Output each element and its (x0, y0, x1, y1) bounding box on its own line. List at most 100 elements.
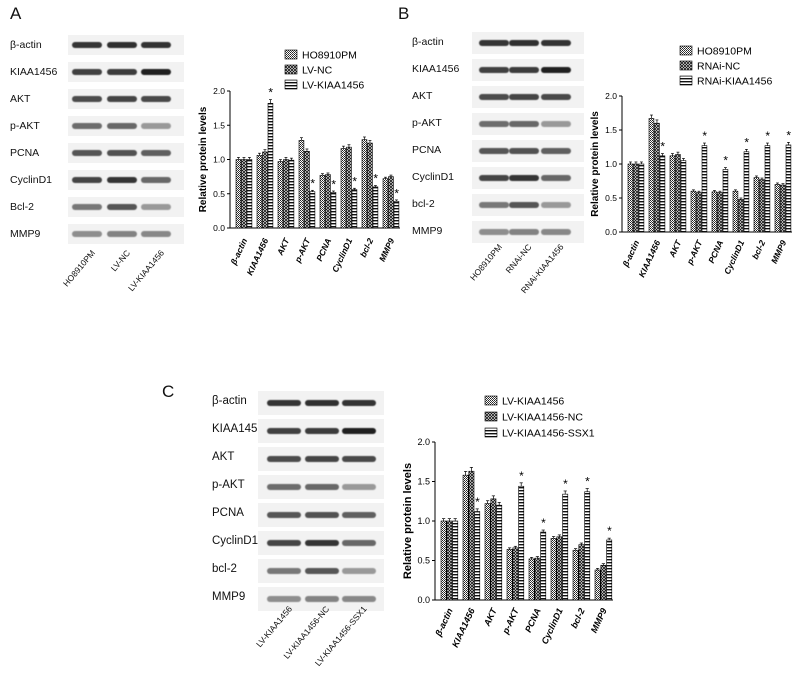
blot-band (305, 596, 339, 602)
blot-band (342, 456, 376, 462)
blot-band (305, 456, 339, 462)
legend-swatch (284, 79, 298, 90)
blot-band (107, 150, 137, 156)
bar (711, 191, 718, 233)
blot-row-label: MMP9 (412, 225, 443, 237)
bar-chart-a: 0.0 0.5 1.0 1.5 2.0 Relative protein levels β-… (198, 49, 400, 277)
blot-band (267, 456, 301, 462)
legend-swatch (284, 49, 298, 60)
blot-row-label: β-actin (10, 39, 42, 51)
blot-row-label: AKT (212, 451, 235, 463)
x-tick-label: bcl-2 (750, 238, 768, 260)
y-tick-label: 1.0 (605, 159, 617, 169)
blot-band (141, 42, 171, 48)
bar (330, 192, 337, 229)
blot-band (72, 42, 102, 48)
bar (606, 539, 613, 601)
blot-band (107, 123, 137, 129)
y-axis-label: Relative protein levels (590, 111, 601, 217)
blot-band (541, 148, 571, 154)
bar (462, 474, 469, 601)
blot-band (267, 428, 301, 434)
y-axis-label: Relative protein levels (198, 106, 209, 212)
blot-band (107, 42, 137, 48)
bar (785, 144, 792, 233)
bar (241, 159, 247, 229)
significance-star: * (352, 174, 357, 188)
bar (654, 122, 660, 233)
bar (298, 140, 305, 229)
legend-label: RNAi-NC (697, 61, 741, 73)
blot-row-label: AKT (412, 90, 433, 102)
blot-band (305, 428, 339, 434)
blot-band (267, 512, 301, 518)
bar (572, 549, 579, 601)
blot-row-label: CyclinD1 (10, 174, 53, 186)
blot-band (141, 231, 171, 237)
y-tick-label: 0.5 (417, 556, 430, 566)
bar (669, 155, 676, 233)
panel-letter-a: A (10, 4, 22, 23)
bar (283, 159, 289, 229)
blot-band (141, 177, 171, 183)
bar (780, 184, 786, 233)
bar (594, 569, 601, 601)
bar (638, 163, 645, 233)
x-tick-label: β-actin (620, 239, 641, 269)
bar (325, 174, 331, 229)
y-tick-label: 0.5 (213, 189, 225, 199)
blot-band (107, 69, 137, 75)
bar (680, 160, 687, 233)
blot-band (141, 69, 171, 75)
bar (550, 538, 557, 601)
blot-band (141, 123, 171, 129)
bar (738, 199, 744, 233)
blot-band (479, 121, 509, 127)
bar (372, 186, 379, 229)
bar (584, 491, 591, 601)
bar (518, 485, 525, 601)
blot-row-label: bcl-2 (212, 563, 237, 575)
blot-band (509, 67, 539, 73)
blot-band (541, 94, 571, 100)
blot-band (479, 202, 509, 208)
blot-band (342, 596, 376, 602)
significance-star: * (702, 129, 707, 143)
x-tick-label: MMP9 (769, 238, 789, 265)
bar (506, 549, 513, 601)
blot-row-label: CyclinD1 (212, 535, 259, 547)
x-tick-label: MMP9 (377, 236, 397, 263)
blot-row-label: p-AKT (10, 120, 40, 132)
legend-label: LV-KIAA1456-SSX1 (502, 428, 595, 440)
lane-label: RNAi-NC (503, 242, 534, 276)
blot-row-label: MMP9 (212, 591, 246, 603)
x-tick-label: p-AKT (684, 238, 705, 267)
x-tick-label: p-AKT (292, 236, 313, 265)
bar (690, 190, 697, 233)
bar (496, 504, 503, 601)
bar (633, 163, 639, 233)
blot-band (107, 231, 137, 237)
y-tick-label: 1.5 (213, 120, 225, 130)
blot-band (305, 400, 339, 406)
bar (732, 190, 739, 233)
blot-band (267, 540, 301, 546)
blot-band (509, 175, 539, 181)
significance-star: * (607, 524, 612, 538)
x-tick-label: PCNA (314, 237, 333, 263)
blot-band (72, 231, 102, 237)
bar (562, 493, 569, 601)
blot-band (479, 229, 509, 235)
blot-band (267, 484, 301, 490)
blot-band (141, 96, 171, 102)
x-tick-label: bcl-2 (569, 607, 587, 630)
legend-swatch (484, 395, 498, 406)
bar (361, 139, 368, 229)
blot-band (141, 150, 171, 156)
bar (759, 179, 765, 233)
bar (452, 520, 459, 601)
x-tick-label: CyclinD1 (722, 238, 747, 275)
y-tick-label: 1.5 (417, 477, 430, 487)
legend-label: LV-KIAA1456 (302, 80, 364, 92)
bar (246, 159, 253, 229)
